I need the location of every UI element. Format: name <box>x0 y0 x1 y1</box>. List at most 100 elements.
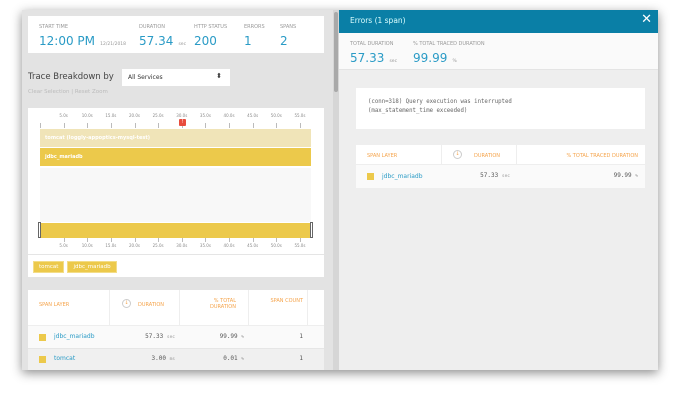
tick-label: 30.0s <box>176 243 188 248</box>
duration: 57.33 <box>480 172 499 179</box>
tick-mark <box>87 237 89 242</box>
tick-mark <box>276 123 278 128</box>
errors-span-table: SPAN LAYER ↓ DURATION % TOTAL TRACED DUR… <box>356 145 645 188</box>
tick-label: 10.0s <box>81 113 93 118</box>
tick-label: 55.0s <box>294 113 306 118</box>
errors-header: Errors (1 span) ✕ <box>339 10 658 33</box>
legend-item[interactable]: jdbc_mariadb <box>67 261 117 273</box>
unit: % <box>241 335 244 340</box>
span-layer-link[interactable]: jdbc_mariadb <box>382 173 423 180</box>
unit: sec <box>166 335 175 340</box>
tick-label: 35.0s <box>199 113 211 118</box>
col-span-count[interactable]: SPAN COUNT <box>270 298 304 304</box>
tick-label: 45.0s <box>247 243 259 248</box>
tick-label: 50.0s <box>270 113 282 118</box>
error-message-line: (conn=318) Query execution was interrupt… <box>368 99 512 105</box>
tick-mark <box>110 123 112 128</box>
tick-label: 15.0s <box>105 113 117 118</box>
table-row[interactable]: jdbc_mariadb 57.33 sec 99.99 % <box>356 164 645 188</box>
tick-mark <box>134 237 136 242</box>
duration-unit: sec <box>178 42 187 47</box>
tick-mark <box>158 237 160 242</box>
vertical-scrollbar[interactable] <box>333 10 339 370</box>
unit: ms <box>169 357 175 362</box>
tick-mark <box>205 237 207 242</box>
col-pct-total[interactable]: % TOTAL DURATION <box>209 298 236 310</box>
tick-mark <box>63 123 65 128</box>
brush-handle-right[interactable] <box>310 222 313 238</box>
span-bar[interactable]: jdbc_mariadb <box>40 148 311 166</box>
breakdown-selected: All Services <box>128 74 163 81</box>
color-swatch <box>39 334 46 341</box>
tick-mark <box>158 123 160 128</box>
errors-title: Errors (1 span) <box>350 16 406 25</box>
span-bar[interactable]: tomcat (loggly-appoptics-mysql-test) <box>40 129 311 147</box>
breakdown-select[interactable]: All Services ⬍ <box>122 69 230 86</box>
col-span-layer[interactable]: SPAN LAYER <box>367 153 398 159</box>
pct: 99.99 <box>219 333 238 340</box>
start-date: 12/21/2018 <box>100 42 127 47</box>
errors-panel: Errors (1 span) ✕ TOTAL DURATION 57.33 se… <box>339 10 658 370</box>
reset-zoom-link[interactable]: Reset Zoom <box>74 89 108 95</box>
summary-card: START TIME 12:00 PM 12/21/2018 DURATION 57… <box>28 16 324 53</box>
overview-brush[interactable] <box>40 223 311 238</box>
timeline-empty-area <box>40 168 311 222</box>
close-icon[interactable]: ✕ <box>641 12 652 27</box>
breakdown-label: Trace Breakdown by <box>28 72 114 82</box>
tick-label: 5.0s <box>59 113 68 118</box>
tick-mark <box>134 123 136 128</box>
unit: % <box>452 59 457 64</box>
error-message-line: (max_statement_time exceeded) <box>368 108 468 114</box>
col-duration[interactable]: DURATION <box>138 302 165 308</box>
unit: % <box>635 174 638 179</box>
color-swatch <box>39 356 46 363</box>
tick-mark <box>252 123 254 128</box>
pct: 99.99 <box>613 172 632 179</box>
duration: 3.00 <box>151 355 166 362</box>
errors-value: 1 <box>244 34 252 48</box>
unit: sec <box>389 59 398 64</box>
count: 1 <box>299 333 303 340</box>
span-layer-link[interactable]: jdbc_mariadb <box>54 333 95 340</box>
count: 1 <box>299 355 303 362</box>
clear-selection-link[interactable]: Clear Selection <box>28 89 70 95</box>
tick-label: 20.0s <box>129 113 141 118</box>
tick-label: 30.0s <box>176 113 188 118</box>
table-row[interactable]: jdbc_mariadb 57.33 sec 99.99 % 1 <box>28 325 324 348</box>
table-row[interactable]: tomcat 3.00 ms 0.01 % 1 <box>28 348 324 370</box>
http-status-label: HTTP STATUS <box>194 24 228 30</box>
sort-down-icon[interactable]: ↓ <box>453 150 462 159</box>
error-marker-icon[interactable]: ! <box>178 119 186 126</box>
tick-label: 45.0s <box>247 113 259 118</box>
timeline-chart[interactable]: tomcat jdbc_mariadb 5.0s 5.0s 10.0s 10.0s 15.… <box>28 108 324 277</box>
pct-value: 99.99 <box>413 51 448 65</box>
tick-label: 15.0s <box>105 243 117 248</box>
brush-handle-left[interactable] <box>38 222 41 238</box>
col-pct-total-traced[interactable]: % TOTAL TRACED DURATION <box>566 153 638 159</box>
col-span-layer[interactable]: SPAN LAYER <box>39 302 70 308</box>
legend-item[interactable]: tomcat <box>33 261 65 273</box>
pct-label: % TOTAL TRACED DURATION <box>413 41 485 47</box>
tick-label: 25.0s <box>152 113 164 118</box>
pct: 0.01 <box>223 355 238 362</box>
spans-label: SPANS <box>280 24 297 30</box>
tick-label: 50.0s <box>270 243 282 248</box>
duration-value: 57.34 <box>139 34 174 48</box>
errors-summary: TOTAL DURATION 57.33 sec % TOTAL TRACED D… <box>339 33 658 70</box>
trace-details-panel: START TIME 12:00 PM 12/21/2018 DURATION 57… <box>22 10 333 370</box>
tick-mark <box>252 237 254 242</box>
spans-value: 2 <box>280 34 288 48</box>
duration: 57.33 <box>145 333 164 340</box>
tick-label: 40.0s <box>223 243 235 248</box>
tick-mark <box>63 237 65 242</box>
tick-label: 40.0s <box>223 113 235 118</box>
start-time: 12:00 PM <box>39 34 95 48</box>
unit: sec <box>501 174 510 179</box>
errors-label: ERRORS <box>244 24 265 30</box>
sort-down-icon[interactable]: ↓ <box>122 299 131 308</box>
tick-label: 35.0s <box>199 243 211 248</box>
col-duration[interactable]: DURATION <box>474 153 501 159</box>
unit: % <box>241 357 244 362</box>
span-layer-link[interactable]: tomcat <box>54 355 76 362</box>
trace-window: START TIME 12:00 PM 12/21/2018 DURATION 57… <box>22 10 658 370</box>
